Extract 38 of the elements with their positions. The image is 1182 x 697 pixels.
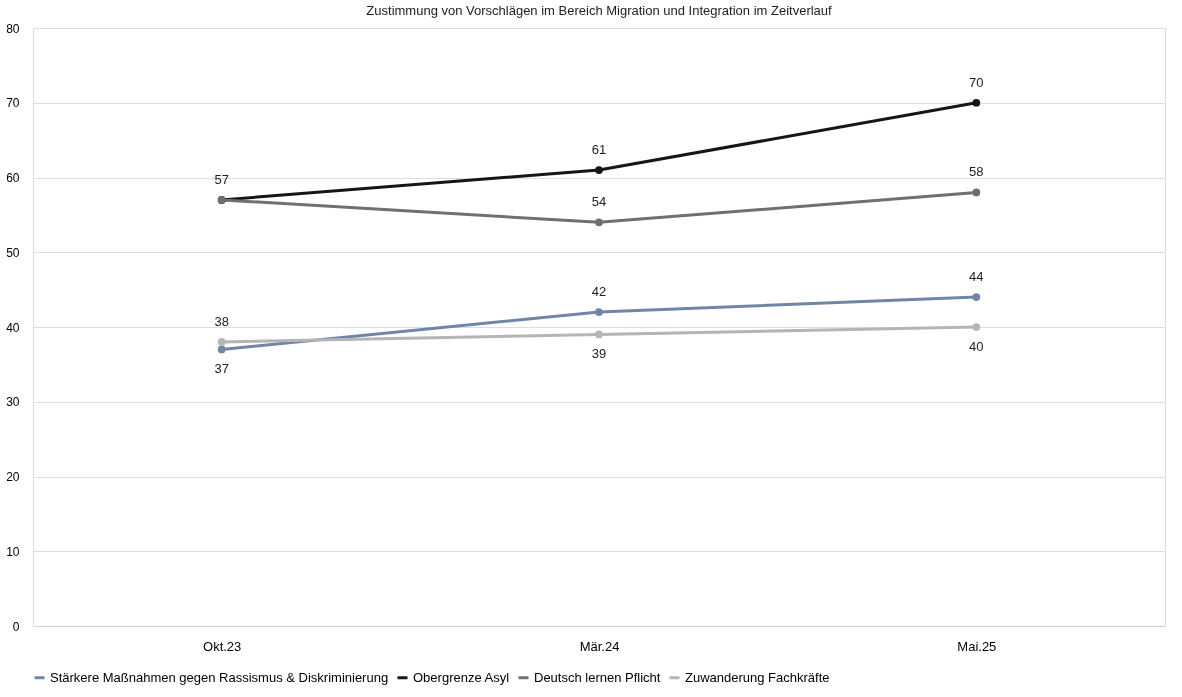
data-label: 40 [969, 339, 984, 354]
data-label: 39 [591, 346, 607, 362]
point [972, 323, 981, 331]
legend-label: Obergrenze Asyl [413, 669, 510, 685]
legend-label: Zuwanderung Fachkräfte [685, 669, 830, 685]
data-label: 42 [591, 284, 607, 300]
x-tick-label: Mär.24 [579, 638, 620, 654]
y-tick-label: 60 [6, 171, 20, 185]
legend-label: Deutsch lernen Pflicht [534, 669, 661, 685]
data-label: 44 [969, 269, 984, 285]
data-label: 37 [214, 361, 229, 377]
data-label: 54 [591, 194, 607, 210]
point [217, 338, 226, 346]
point [972, 293, 981, 301]
data-label: 57 [214, 171, 229, 187]
point [217, 345, 226, 354]
legend-label: Stärkere Maßnahmen gegen Rassismus & Diskriminierung [50, 669, 389, 685]
y-tick-label: 70 [6, 96, 20, 111]
y-tick-label: 0 [12, 619, 20, 634]
data-label: 61 [591, 142, 607, 158]
y-tick-label: 30 [6, 395, 20, 410]
data-label: 58 [969, 164, 984, 180]
y-tick-label: 80 [6, 21, 20, 36]
point [595, 218, 603, 227]
data-label: 70 [969, 74, 984, 90]
y-tick-label: 50 [6, 245, 20, 260]
x-tick-label: Mai.25 [957, 638, 997, 654]
point [595, 308, 603, 316]
data-label: 38 [214, 313, 229, 329]
point [595, 330, 603, 339]
y-tick-label: 20 [6, 470, 20, 484]
point [972, 98, 981, 107]
x-tick-label: Okt.23 [203, 638, 242, 654]
chart-title: Zustimmung von Vorschlägen im Bereich Migration und Integration im Zeitverlauf [366, 3, 833, 18]
y-tick-label: 40 [6, 320, 20, 335]
y-tick-label: 10 [6, 544, 20, 559]
point [595, 166, 603, 174]
point [972, 188, 981, 197]
